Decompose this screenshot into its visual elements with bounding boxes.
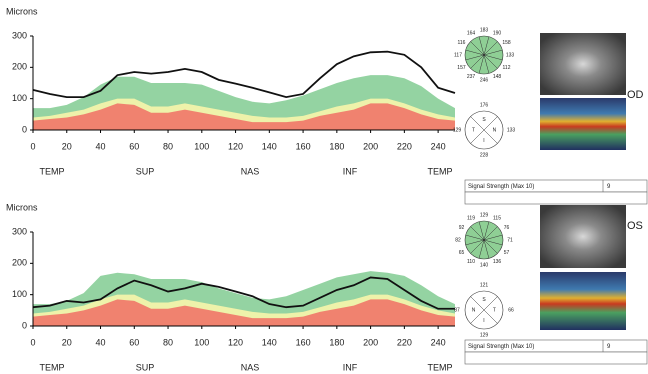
x-tick-label: 240 (431, 141, 446, 151)
quadrant-value: 66 (508, 307, 514, 313)
eye-label: OD (627, 89, 644, 101)
clock-hour-value: 82 (455, 237, 461, 243)
clock-hour-value: 116 (457, 40, 465, 46)
region-label: TEMP (427, 166, 452, 176)
signal-box-row (465, 352, 647, 364)
quadrant-letter: T (472, 127, 475, 133)
clock-hour-value: 246 (480, 77, 489, 83)
clock-hour-value: 164 (467, 31, 476, 37)
x-tick-label: 80 (163, 337, 173, 347)
x-tick-label: 120 (228, 337, 243, 347)
fundus-image (540, 205, 626, 268)
region-label: SUP (136, 166, 155, 176)
quadrant-value: 87 (454, 307, 460, 313)
clock-hour-value: 71 (507, 237, 513, 243)
oct-scan-image (540, 98, 626, 150)
clock-hour-value: 157 (457, 65, 466, 71)
y-tick-label: 200 (12, 62, 27, 72)
x-tick-label: 40 (96, 337, 106, 347)
x-tick-label: 200 (363, 141, 378, 151)
quadrant-value: 121 (480, 282, 489, 288)
x-tick-label: 220 (397, 337, 412, 347)
clock-hour-value: 183 (480, 27, 489, 33)
x-tick-label: 60 (129, 337, 139, 347)
y-tick-label: 0 (22, 320, 27, 330)
clock-hour-value: 133 (506, 52, 515, 58)
quadrant-letter: N (472, 307, 476, 313)
clock-hour-value: 136 (493, 259, 502, 265)
quadrant-letter: N (493, 127, 497, 133)
x-tick-label: 140 (262, 337, 277, 347)
region-label: NAS (241, 166, 260, 176)
x-tick-label: 100 (194, 337, 209, 347)
clock-hour-value: 158 (502, 40, 511, 46)
region-label: INF (343, 166, 358, 176)
quadrant-value: 129 (453, 127, 462, 133)
clock-hour-value: 117 (454, 52, 462, 58)
x-tick-label: 0 (30, 337, 35, 347)
region-label: SUP (136, 362, 155, 372)
y-axis-label: Microns (6, 6, 38, 16)
quadrant-value: 133 (507, 127, 516, 133)
x-tick-label: 40 (96, 141, 106, 151)
clock-hour-value: 76 (504, 225, 510, 231)
quadrant-letter: T (493, 307, 496, 313)
x-tick-label: 60 (129, 141, 139, 151)
clock-hour-value: 129 (480, 212, 489, 218)
clock-hour-value: 57 (504, 250, 510, 256)
region-label: TEMP (427, 362, 452, 372)
eye-label: OS (627, 220, 643, 232)
y-tick-label: 300 (12, 30, 27, 40)
signal-box-row (465, 192, 647, 204)
x-tick-label: 160 (296, 337, 311, 347)
x-tick-label: 140 (262, 141, 277, 151)
x-tick-label: 20 (62, 337, 72, 347)
x-tick-label: 120 (228, 141, 243, 151)
region-label: TEMP (39, 362, 64, 372)
y-tick-label: 100 (12, 289, 27, 299)
x-tick-label: 200 (363, 337, 378, 347)
y-tick-label: 100 (12, 93, 27, 103)
quadrant-value: 129 (480, 332, 489, 338)
quadrant-letter: I (483, 138, 484, 144)
x-tick-label: 180 (329, 141, 344, 151)
x-tick-label: 180 (329, 337, 344, 347)
clock-hour-value: 110 (467, 259, 475, 265)
x-tick-label: 0 (30, 141, 35, 151)
clock-hour-value: 237 (467, 74, 476, 80)
quadrant-value: 176 (480, 102, 489, 108)
x-tick-label: 220 (397, 141, 412, 151)
quadrant-letter: I (483, 318, 484, 324)
clock-hour-value: 190 (493, 31, 502, 37)
clock-hour-value: 140 (480, 262, 489, 268)
y-tick-label: 300 (12, 226, 27, 236)
clock-hour-value: 148 (493, 74, 502, 80)
clock-hour-value: 115 (493, 216, 501, 222)
y-tick-label: 200 (12, 258, 27, 268)
y-tick-label: 0 (22, 124, 27, 134)
oct-scan-image (540, 272, 626, 330)
region-label: INF (343, 362, 358, 372)
region-label: TEMP (39, 166, 64, 176)
fundus-image (540, 33, 626, 95)
y-axis-label: Microns (6, 202, 38, 212)
clock-hour-value: 65 (459, 250, 465, 256)
page: {"chart_data": [ {"type": "area_line", "… (0, 0, 648, 374)
signal-label: Signal Strength (Max 10) (468, 344, 534, 350)
region-label: NAS (241, 362, 260, 372)
clock-hour-value: 119 (467, 216, 475, 222)
x-tick-label: 160 (296, 141, 311, 151)
signal-label: Signal Strength (Max 10) (468, 184, 534, 190)
x-tick-label: 20 (62, 141, 72, 151)
quadrant-value: 228 (480, 152, 489, 158)
x-tick-label: 240 (431, 337, 446, 347)
clock-hour-value: 112 (503, 65, 511, 71)
x-tick-label: 80 (163, 141, 173, 151)
x-tick-label: 100 (194, 141, 209, 151)
report: Microns010020030002040608010012014016018… (0, 0, 648, 374)
clock-hour-value: 92 (459, 225, 465, 231)
